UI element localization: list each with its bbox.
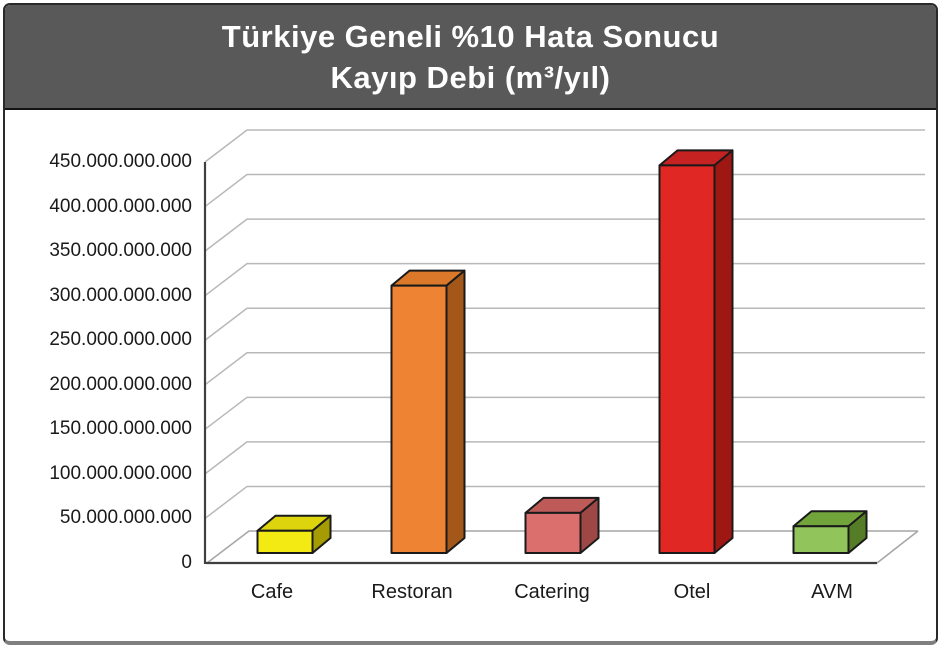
y-tick-label: 50.000.000.000 <box>59 507 192 529</box>
gridline <box>204 396 925 430</box>
chart-title-band: Türkiye Geneli %10 Hata Sonucu Kayıp Deb… <box>5 5 936 110</box>
y-tick-label: 300.000.000.000 <box>49 284 192 306</box>
bar-cafe-front <box>256 529 314 554</box>
gridline <box>204 262 925 297</box>
x-category-label: Catering <box>514 581 590 603</box>
bar-restoran-side <box>445 269 466 554</box>
x-category-label: Restoran <box>371 581 453 603</box>
gridline <box>204 352 925 386</box>
gridline <box>204 173 925 208</box>
y-tick-label: 400.000.000.000 <box>49 195 192 217</box>
floor-right-edge <box>876 530 919 564</box>
gridline <box>204 307 925 341</box>
bar-restoran-front <box>390 284 448 554</box>
bar-catering-front <box>524 511 582 554</box>
y-tick-label: 450.000.000.000 <box>49 151 192 172</box>
y-tick-label: 100.000.000.000 <box>49 462 192 484</box>
y-tick-label: 350.000.000.000 <box>49 240 192 262</box>
y-tick-label: 0 <box>181 552 192 573</box>
gridline <box>204 129 925 163</box>
y-tick-label: 200.000.000.000 <box>49 373 192 395</box>
gridline <box>204 441 925 475</box>
y-tick-label: 250.000.000.000 <box>49 329 192 351</box>
bar-otel-front <box>658 164 716 554</box>
card-frame: Türkiye Geneli %10 Hata Sonucu Kayıp Deb… <box>3 3 938 645</box>
gridline <box>204 218 925 252</box>
chart-title-line-2: Kayıp Debi (m³/yıl) <box>330 59 611 95</box>
y-tick-label: 150.000.000.000 <box>49 418 192 440</box>
bar-otel-side <box>713 149 734 554</box>
x-category-label: Cafe <box>250 581 294 603</box>
x-category-label: AVM <box>811 581 853 603</box>
x-category-label: Otel <box>673 581 711 603</box>
bar-avm-front <box>792 525 850 554</box>
chart-title-line-1: Türkiye Geneli %10 Hata Sonucu <box>221 18 720 54</box>
